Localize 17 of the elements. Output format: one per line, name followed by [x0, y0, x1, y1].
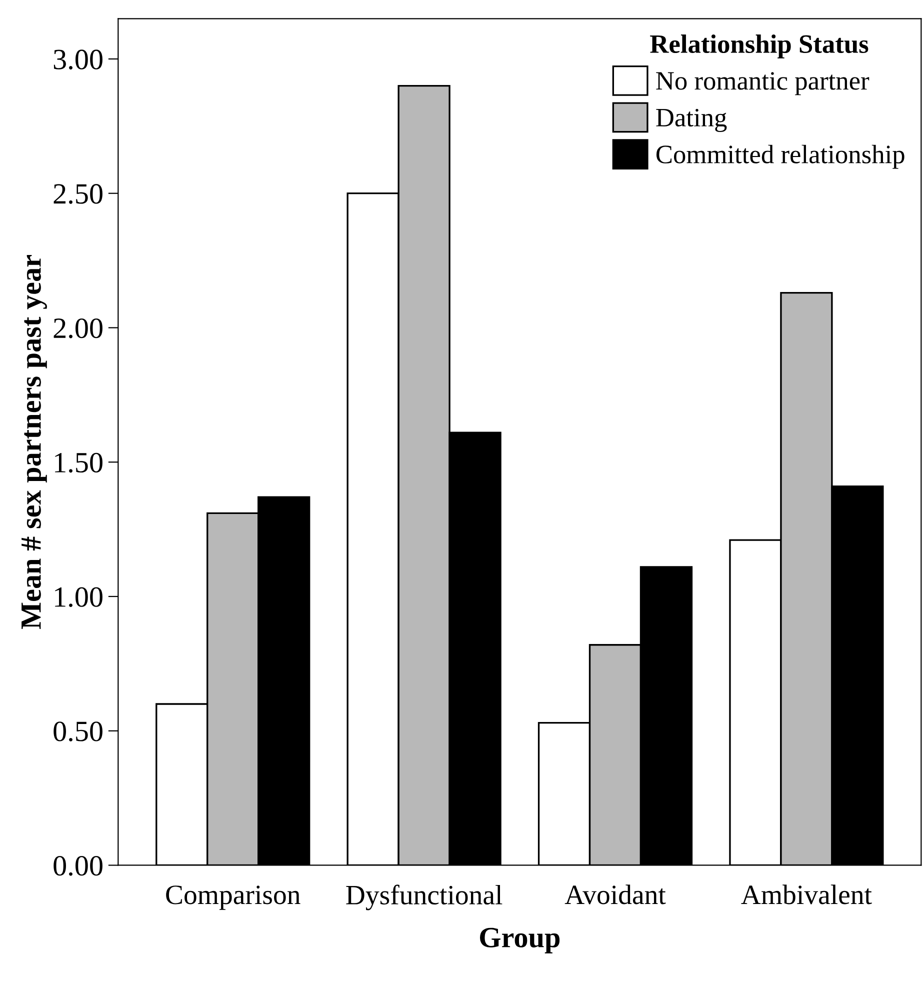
y-tick-label: 0.50 — [54, 722, 102, 742]
x-tick-label: Dysfunctional — [346, 884, 502, 910]
legend-label: No romantic partner — [656, 72, 870, 96]
y-tick-label: 2.00 — [54, 318, 102, 338]
legend-title: Relationship Status — [650, 34, 868, 58]
y-tick-label: 1.00 — [55, 587, 102, 608]
x-tick-label: Ambivalent — [741, 884, 872, 904]
legend-label: Dating — [656, 108, 727, 132]
legend-label: Committed relationship — [656, 144, 904, 169]
x-axis-title: Group — [480, 928, 560, 954]
x-tick-label: Comparison — [166, 886, 300, 910]
y-tick-label: 2.50 — [54, 184, 102, 204]
y-tick-label: 3.00 — [54, 50, 102, 70]
y-tick-label: 0.00 — [54, 856, 102, 876]
x-tick-label: Avoidant — [564, 884, 666, 904]
y-axis-title: Mean # sex partners past year — [22, 255, 47, 629]
y-tick-label: 1.50 — [55, 452, 102, 473]
